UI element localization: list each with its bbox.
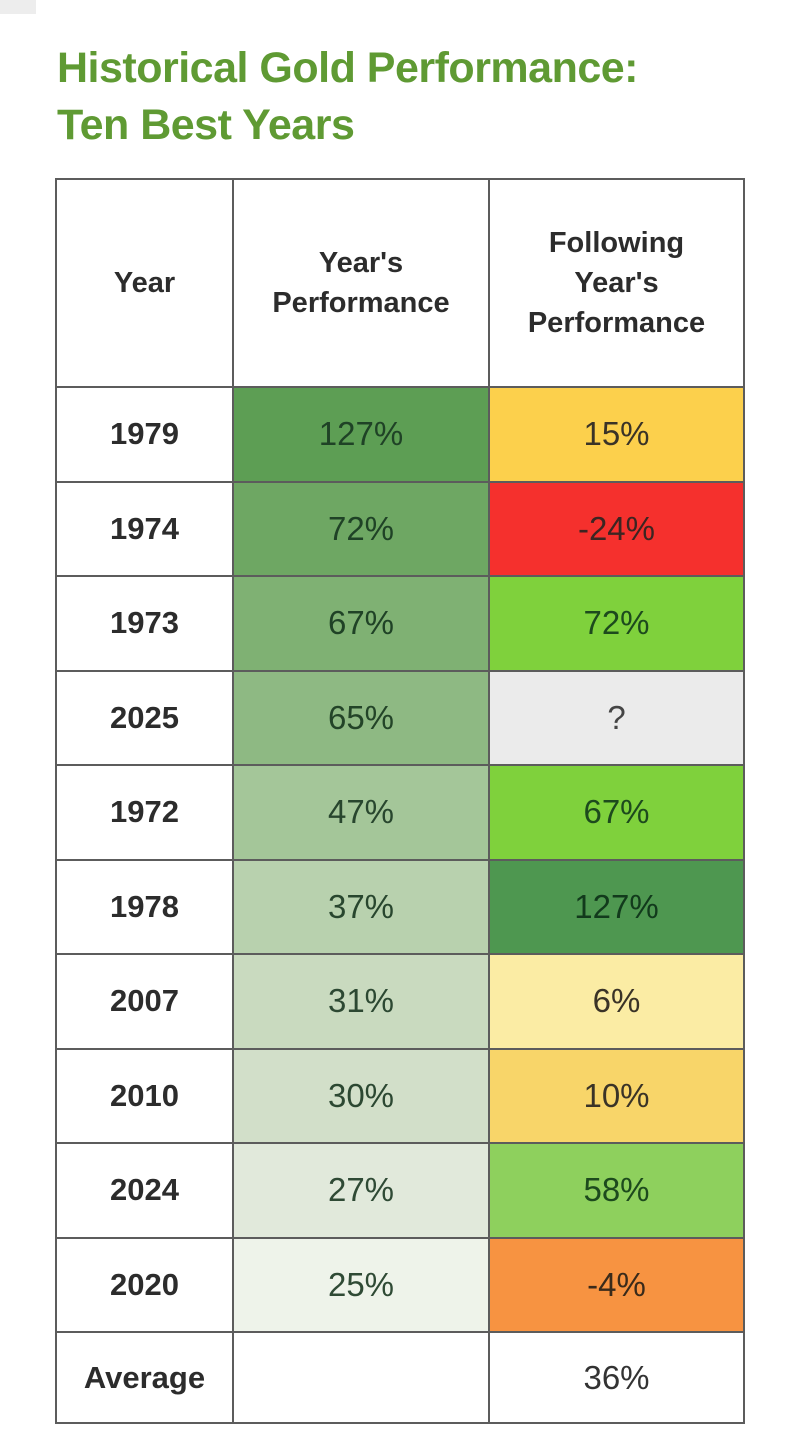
following-performance-cell: 58% <box>490 1144 743 1237</box>
year-cell: 2007 <box>57 955 232 1048</box>
year-cell: 1979 <box>57 388 232 481</box>
year-cell: 1974 <box>57 482 232 575</box>
average-label-cell: Average <box>57 1333 232 1422</box>
year-cell: 2010 <box>57 1049 232 1142</box>
page-title-line1: Historical Gold Performance: <box>57 44 639 92</box>
following-performance-cell: ? <box>490 671 743 764</box>
year-cell: 1978 <box>57 860 232 953</box>
column-header-year: Year <box>57 180 232 386</box>
average-following-performance-cell: 36% <box>490 1333 743 1422</box>
following-performance-cell: 127% <box>490 860 743 953</box>
performance-cell: 30% <box>234 1049 488 1142</box>
corner-artifact <box>0 0 36 14</box>
following-performance-cell: 6% <box>490 955 743 1048</box>
gold-performance-table: Year Year's Performance Following Year's… <box>55 178 745 1424</box>
performance-cell: 31% <box>234 955 488 1048</box>
performance-cell: 47% <box>234 766 488 859</box>
page-title: Historical Gold Performance: Ten Best Ye… <box>57 40 757 154</box>
performance-cell: 37% <box>234 860 488 953</box>
column-header-years-performance: Year's Performance <box>234 180 488 386</box>
following-performance-cell: 10% <box>490 1049 743 1142</box>
following-performance-cell: 72% <box>490 577 743 670</box>
performance-cell: 25% <box>234 1238 488 1331</box>
performance-cell: 127% <box>234 388 488 481</box>
following-performance-cell: 15% <box>490 388 743 481</box>
year-cell: 2020 <box>57 1238 232 1331</box>
performance-cell: 72% <box>234 482 488 575</box>
performance-cell: 27% <box>234 1144 488 1237</box>
year-cell: 2024 <box>57 1144 232 1237</box>
performance-cell: 67% <box>234 577 488 670</box>
year-cell: 1972 <box>57 766 232 859</box>
year-cell: 1973 <box>57 577 232 670</box>
year-cell: 2025 <box>57 671 232 764</box>
column-header-following-years-performance: Following Year's Performance <box>490 180 743 386</box>
average-performance-cell <box>234 1333 488 1422</box>
following-performance-cell: -4% <box>490 1238 743 1331</box>
performance-cell: 65% <box>234 671 488 764</box>
following-performance-cell: 67% <box>490 766 743 859</box>
page-title-line2: Ten Best Years <box>57 101 355 150</box>
following-performance-cell: -24% <box>490 482 743 575</box>
